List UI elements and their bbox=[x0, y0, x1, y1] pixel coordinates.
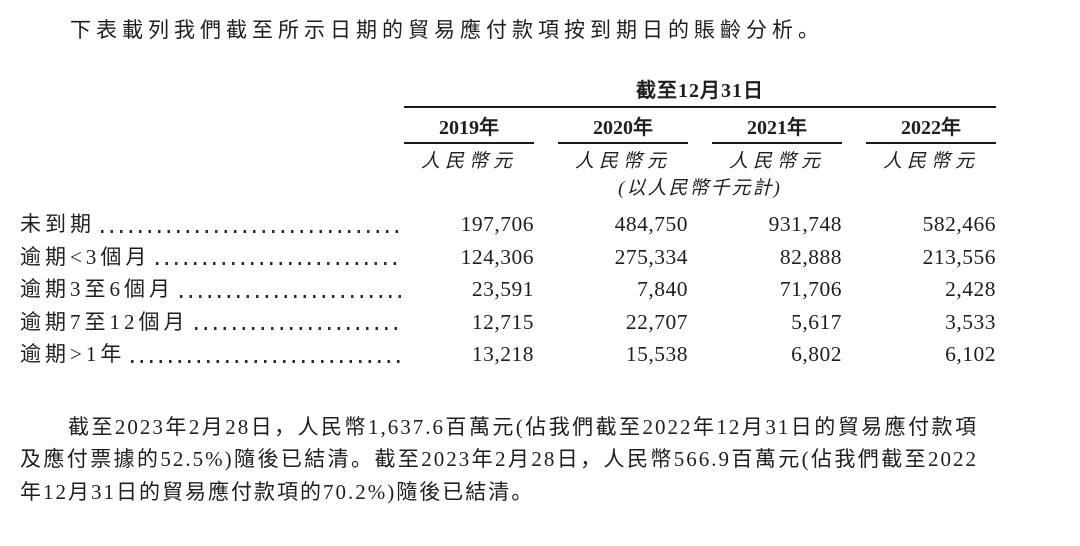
cell-value: 275,334 bbox=[614, 244, 688, 269]
cell-value: 3,533 bbox=[945, 309, 996, 334]
unit-label: 人民幣元 bbox=[574, 151, 671, 172]
cell-value: 15,538 bbox=[625, 342, 688, 366]
table-row: 逾期7至12個月 12,715 22,707 5,617 3,533 bbox=[20, 306, 996, 339]
cell-value: 197,706 bbox=[460, 212, 534, 236]
table-row: 逾期>1年 13,218 15,538 6,802 6,102 bbox=[20, 338, 996, 371]
dotted-leader bbox=[194, 327, 402, 330]
cell-value: 7,840 bbox=[637, 277, 688, 301]
cell-value: 5,617 bbox=[791, 309, 842, 334]
footer-line: 年12月31日的貿易應付款項的70.2%)隨後已結清。 bbox=[20, 479, 535, 504]
dotted-leader bbox=[156, 262, 402, 265]
table-unit-row: 人民幣元 人民幣元 人民幣元 人民幣元 bbox=[20, 151, 996, 173]
cell-value: 484,750 bbox=[614, 212, 688, 236]
span-header: 截至12月31日 bbox=[404, 80, 996, 108]
cell-value: 2,428 bbox=[945, 277, 996, 301]
column-header-2021: 2021年 bbox=[712, 117, 842, 144]
cell-value: 213,556 bbox=[922, 244, 996, 269]
table-row: 未到期 197,706 484,750 931,748 582,466 bbox=[20, 208, 996, 241]
label-column-spacer bbox=[20, 151, 404, 173]
unit-label: 人民幣元 bbox=[420, 151, 517, 172]
table-row: 逾期3至6個月 23,591 7,840 71,706 2,428 bbox=[20, 273, 996, 306]
table-span-header-row: 截至12月31日 bbox=[20, 80, 996, 108]
cell-value: 13,218 bbox=[471, 342, 534, 366]
trade-payables-aging-table: 截至12月31日 2019年 2020年 2021年 2022年 人民幣元 人民… bbox=[20, 80, 996, 371]
cell-value: 22,707 bbox=[625, 309, 688, 334]
cell-value: 124,306 bbox=[460, 244, 534, 269]
intro-paragraph: 下表載列我們截至所示日期的貿易應付款項按到期日的賬齡分析。 bbox=[70, 18, 824, 42]
unit-note: (以人民幣千元計) bbox=[618, 178, 782, 199]
footer-line: 及應付票據的52.5%)隨後已結清。截至2023年2月28日，人民幣566.9百… bbox=[20, 447, 978, 471]
footer-line: 截至2023年2月28日，人民幣1,637.6百萬元(佔我們截至2022年12月… bbox=[68, 414, 978, 439]
row-label: 逾期7至12個月 bbox=[20, 309, 189, 334]
unit-label: 人民幣元 bbox=[728, 151, 825, 172]
unit-label: 人民幣元 bbox=[882, 151, 979, 172]
dotted-leader bbox=[101, 229, 402, 233]
row-label: 逾期<3個月 bbox=[20, 244, 151, 269]
table-body: 未到期 197,706 484,750 931,748 582,466 逾期<3… bbox=[20, 208, 996, 371]
dotted-leader bbox=[180, 294, 402, 298]
cell-value: 6,102 bbox=[945, 342, 996, 366]
cell-value: 6,802 bbox=[791, 342, 842, 366]
cell-value: 23,591 bbox=[471, 277, 534, 301]
label-column-spacer bbox=[20, 117, 404, 144]
column-header-2022: 2022年 bbox=[866, 117, 996, 144]
table-year-header-row: 2019年 2020年 2021年 2022年 bbox=[20, 117, 996, 144]
table-row: 逾期<3個月 124,306 275,334 82,888 213,556 bbox=[20, 241, 996, 274]
row-label: 未到期 bbox=[20, 212, 95, 236]
label-column-spacer bbox=[20, 178, 404, 200]
dotted-leader bbox=[131, 359, 402, 363]
cell-value: 82,888 bbox=[779, 244, 842, 269]
cell-value: 582,466 bbox=[922, 212, 996, 236]
column-header-2020: 2020年 bbox=[558, 117, 688, 144]
cell-value: 71,706 bbox=[779, 277, 842, 301]
cell-value: 12,715 bbox=[471, 309, 534, 334]
row-label: 逾期3至6個月 bbox=[20, 277, 174, 301]
cell-value: 931,748 bbox=[768, 212, 842, 236]
table-unit-note-row: (以人民幣千元計) bbox=[20, 178, 996, 200]
row-label: 逾期>1年 bbox=[20, 342, 126, 366]
footer-paragraph: 截至2023年2月28日，人民幣1,637.6百萬元(佔我們截至2022年12月… bbox=[20, 411, 978, 509]
column-header-2019: 2019年 bbox=[404, 117, 534, 144]
label-column-spacer bbox=[20, 80, 404, 108]
